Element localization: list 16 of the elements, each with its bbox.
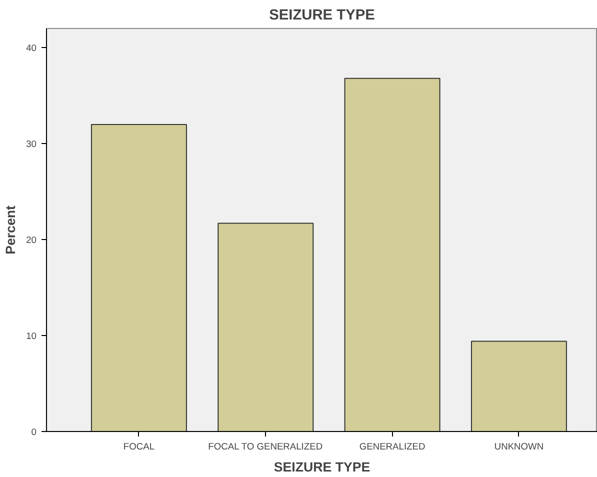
y-tick-label: 0: [31, 427, 37, 437]
x-tick-label: FOCAL TO GENERALIZED: [208, 442, 323, 452]
x-tick-label: GENERALIZED: [359, 442, 426, 452]
y-tick-label: 20: [26, 235, 37, 246]
bar: [344, 78, 440, 432]
bar: [470, 340, 567, 432]
bar: [218, 222, 314, 432]
y-tick-label: 30: [26, 139, 37, 150]
x-tick-label: FOCAL: [123, 442, 155, 452]
y-tick-label: 40: [26, 43, 37, 54]
chart-title: SEIZURE TYPE: [269, 8, 376, 24]
x-axis-title: SEIZURE TYPE: [274, 460, 370, 474]
y-axis-title: Percent: [3, 204, 18, 254]
bar: [90, 124, 187, 432]
x-tick-label: UNKNOWN: [494, 442, 544, 452]
y-tick-label: 10: [26, 331, 37, 342]
